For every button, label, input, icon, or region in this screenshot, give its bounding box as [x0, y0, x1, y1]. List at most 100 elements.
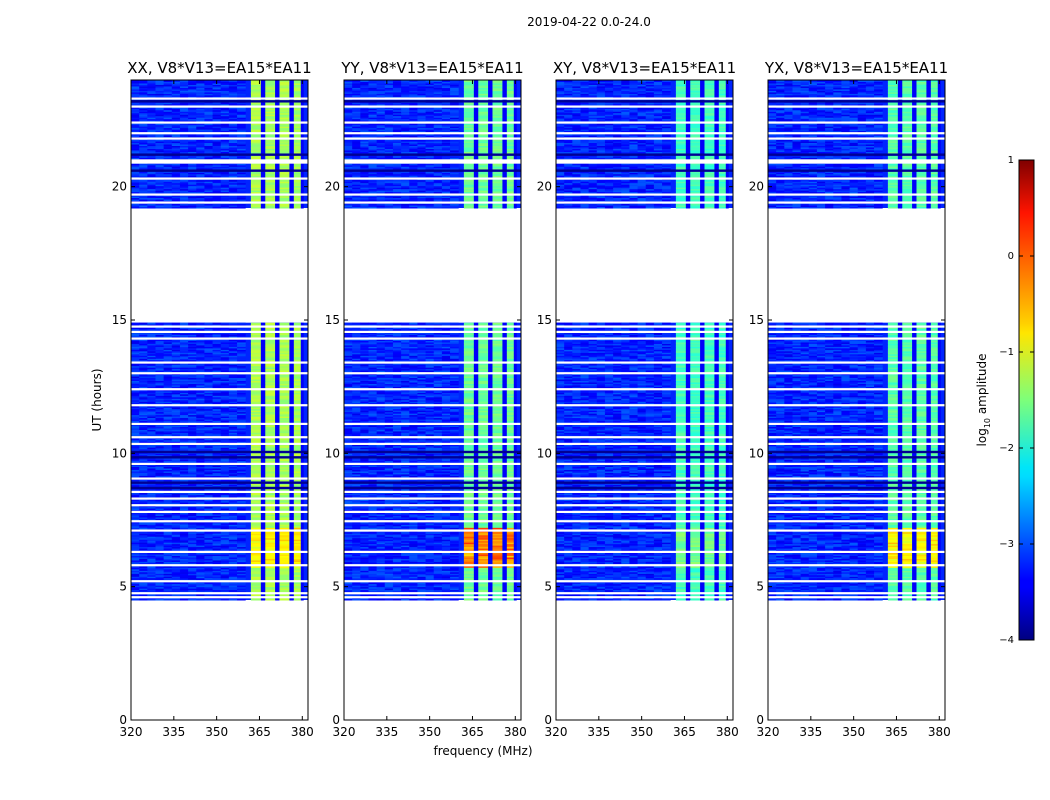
band-cell — [265, 470, 276, 473]
heatmap-cell — [204, 344, 214, 347]
band-gap — [300, 407, 304, 410]
heatmap-cell — [131, 576, 140, 579]
band-gap — [275, 356, 280, 359]
heatmap-cell — [237, 364, 246, 367]
heatmap-cell — [147, 414, 156, 417]
heatmap-cell — [179, 513, 189, 516]
heatmap-cell — [147, 341, 156, 344]
band-cell — [293, 453, 301, 456]
heatmap-cell — [139, 561, 148, 564]
heatmap-cell — [204, 562, 214, 565]
heatmap-cell — [228, 470, 238, 473]
heatmap-cell — [179, 322, 189, 325]
heatmap-cell — [188, 554, 197, 557]
heatmap-cell — [228, 362, 238, 365]
heatmap-cell — [220, 537, 230, 540]
heatmap-cell — [147, 502, 156, 505]
heatmap-cell — [220, 430, 230, 433]
heatmap-cell — [155, 396, 165, 399]
heatmap-cell — [163, 356, 173, 359]
heatmap-cell — [220, 196, 230, 199]
band-cell — [293, 531, 301, 534]
band-cell — [293, 349, 301, 352]
heatmap-cell — [163, 172, 173, 175]
band-gap — [260, 515, 266, 518]
heatmap-cell — [131, 417, 140, 420]
heatmap-cell — [220, 347, 230, 350]
band-gap — [300, 565, 304, 568]
heatmap-cell — [228, 568, 238, 571]
band-gap — [300, 531, 304, 534]
band-gap — [300, 380, 304, 383]
band-cell — [250, 554, 261, 557]
heatmap-cell — [171, 524, 181, 527]
heatmap-cell — [204, 522, 214, 525]
heatmap-cell — [212, 383, 222, 386]
heatmap-cell — [155, 355, 165, 358]
heatmap-cell — [155, 399, 165, 402]
band-cell — [265, 327, 276, 330]
heatmap-cell — [179, 386, 189, 389]
heatmap-cell — [163, 441, 173, 444]
heatmap-cell — [131, 484, 140, 487]
heatmap-cell — [163, 358, 173, 361]
heatmap-cell — [220, 439, 230, 442]
heatmap-cell — [131, 598, 140, 601]
band-gap — [260, 432, 266, 435]
heatmap-cell — [139, 558, 148, 561]
band-cell — [279, 444, 290, 447]
band-cell — [293, 545, 301, 548]
heatmap-cell — [139, 542, 148, 545]
band-gap — [300, 149, 304, 152]
heatmap-cell — [163, 433, 173, 436]
band-gap — [289, 203, 294, 206]
heatmap-cell — [179, 457, 189, 460]
heatmap-cell — [163, 336, 173, 338]
heatmap-cell — [237, 475, 246, 478]
band-cell — [279, 537, 290, 540]
heatmap-cell — [196, 577, 205, 580]
heatmap-cell — [171, 164, 181, 167]
heatmap-cell — [171, 561, 181, 564]
band-gap — [289, 333, 294, 336]
heatmap-cell — [188, 574, 197, 577]
heatmap-cell — [163, 191, 173, 194]
band-cell — [265, 524, 276, 527]
band-cell — [265, 576, 276, 579]
heatmap-cell — [171, 460, 181, 463]
heatmap-cell — [188, 203, 197, 206]
band-gap — [275, 468, 280, 470]
heatmap-cell — [220, 356, 230, 359]
band-gap — [289, 540, 294, 543]
heatmap-cell — [188, 466, 197, 469]
heatmap-cell — [228, 562, 238, 565]
band-cell — [250, 475, 261, 478]
heatmap-cell — [139, 552, 148, 555]
band-gap — [260, 534, 266, 537]
band-cell — [293, 350, 301, 353]
heatmap-cell — [131, 591, 140, 594]
band-cell — [250, 438, 261, 441]
band-cell — [279, 322, 290, 325]
heatmap-cell — [147, 322, 156, 325]
heatmap-cell — [147, 365, 156, 368]
heatmap-cell — [163, 355, 173, 358]
heatmap-cell — [188, 558, 197, 561]
heatmap-cell — [220, 166, 230, 169]
heatmap-cell — [155, 184, 165, 187]
band-cell — [279, 386, 290, 389]
heatmap-cell — [212, 379, 222, 382]
heatmap-cell — [212, 567, 222, 570]
heatmap-cell — [188, 448, 197, 451]
heatmap-cell — [171, 577, 181, 580]
heatmap-cell — [155, 539, 165, 542]
band-gap — [275, 429, 280, 432]
heatmap-cell — [163, 157, 173, 160]
heatmap-cell — [237, 429, 246, 432]
heatmap-cell — [147, 531, 156, 534]
band-gap — [289, 172, 294, 175]
band-gap — [300, 488, 304, 491]
heatmap-cell — [188, 389, 197, 392]
band-gap — [300, 512, 304, 515]
band-gap — [275, 410, 280, 413]
